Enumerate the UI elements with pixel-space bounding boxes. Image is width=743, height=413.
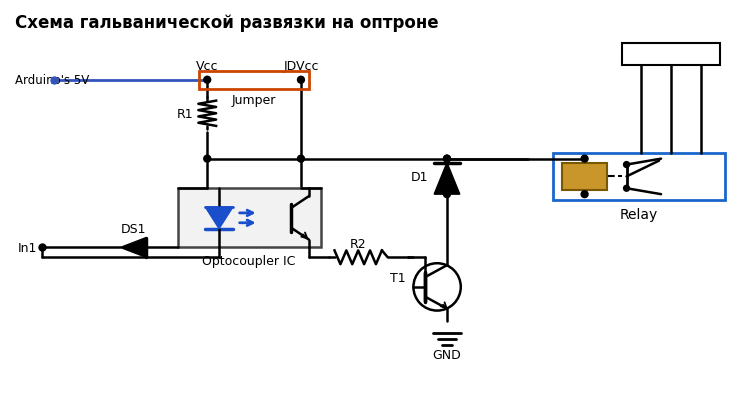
Text: JDVcc: JDVcc xyxy=(283,60,319,73)
Circle shape xyxy=(581,156,588,163)
Circle shape xyxy=(297,77,305,84)
Text: Relay: Relay xyxy=(620,207,658,221)
Polygon shape xyxy=(434,163,460,195)
Polygon shape xyxy=(120,238,146,258)
Circle shape xyxy=(581,191,588,198)
Circle shape xyxy=(444,156,450,163)
Circle shape xyxy=(204,77,211,84)
Circle shape xyxy=(444,191,450,198)
Text: T1: T1 xyxy=(390,271,406,284)
Text: Vcc: Vcc xyxy=(196,60,218,73)
Bar xyxy=(553,153,725,201)
Bar xyxy=(562,163,607,191)
Circle shape xyxy=(623,162,629,168)
Text: D1: D1 xyxy=(411,171,428,183)
Bar xyxy=(199,72,309,89)
Bar xyxy=(622,44,720,66)
Circle shape xyxy=(204,156,211,163)
Bar xyxy=(178,189,321,248)
Text: R2: R2 xyxy=(350,237,366,250)
Text: DS1: DS1 xyxy=(120,223,146,236)
Text: Arduino's 5V: Arduino's 5V xyxy=(15,74,89,87)
Text: Схема гальванической развязки на оптроне: Схема гальванической развязки на оптроне xyxy=(15,14,438,31)
Text: NO COM NC: NO COM NC xyxy=(636,48,706,62)
Circle shape xyxy=(297,156,305,163)
Text: R1: R1 xyxy=(178,107,194,121)
Text: GND: GND xyxy=(432,349,461,362)
Text: Optocoupler IC: Optocoupler IC xyxy=(203,254,296,267)
Polygon shape xyxy=(205,207,233,229)
Circle shape xyxy=(623,186,629,192)
Circle shape xyxy=(444,156,450,163)
Text: Jumper: Jumper xyxy=(232,94,276,107)
Text: In1: In1 xyxy=(18,241,38,254)
